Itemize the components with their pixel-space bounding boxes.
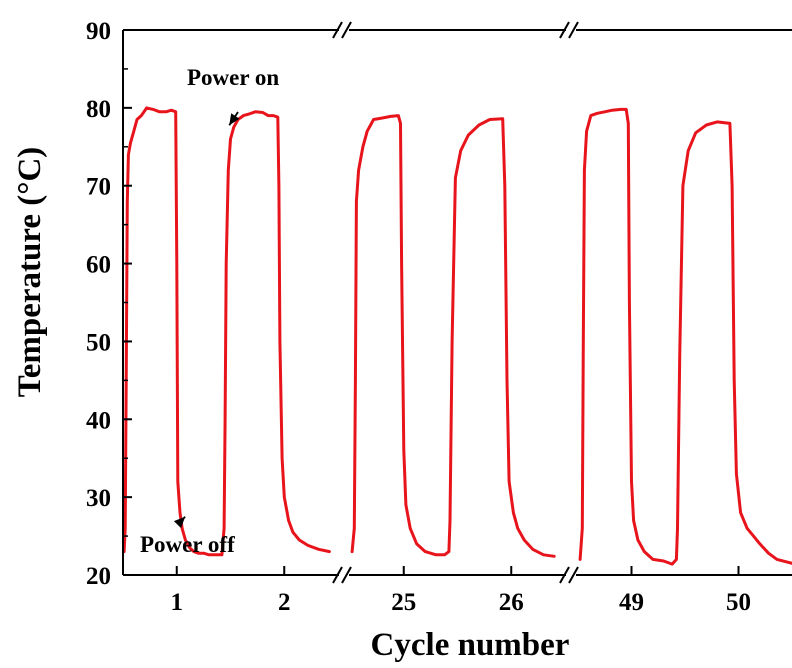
y-tick-label: 50: [86, 329, 111, 356]
axis-break-gap: [566, 27, 576, 33]
axis-break-mark: [568, 566, 579, 584]
x-tick-label: 2: [278, 589, 291, 616]
y-tick-label: 80: [86, 96, 111, 123]
y-tick-label: 90: [86, 18, 111, 45]
data-layer: [122, 106, 792, 566]
tick-label-layer: 20 30 40 50 60 70 80 90 1 2 25 26 49 50: [86, 18, 751, 616]
y-tick-label: 40: [86, 407, 111, 434]
power-on-arrow-head: [229, 113, 240, 126]
series-0-segment-1: [350, 114, 556, 558]
series-0-segment-0: [122, 106, 331, 557]
axis-layer: [122, 21, 792, 584]
y-tick-label: 30: [86, 485, 111, 512]
series-0-segment-2: [578, 107, 792, 566]
axis-break-mark: [332, 566, 343, 584]
axis-break-mark: [559, 21, 570, 39]
axis-break-mark: [341, 21, 352, 39]
y-tick-label: 20: [86, 563, 111, 590]
x-axis-label: Cycle number: [371, 627, 570, 663]
axis-break-mark: [559, 566, 570, 584]
x-tick-label: 25: [391, 589, 416, 616]
axis-break-gap: [339, 572, 349, 578]
axis-break-gap: [566, 572, 576, 578]
y-axis-label: Temperature (°C): [12, 147, 48, 398]
x-tick-label: 49: [619, 589, 644, 616]
annotation-power-off: Power off: [140, 532, 235, 557]
y-tick-label: 70: [86, 174, 111, 201]
annotation-layer: Power on Power off: [140, 65, 279, 557]
axis-break-gap: [339, 27, 349, 33]
x-tick-label: 1: [171, 589, 184, 616]
annotation-power-on: Power on: [187, 65, 279, 90]
axis-break-mark: [332, 21, 343, 39]
y-tick-label: 60: [86, 252, 111, 279]
axis-break-mark: [568, 21, 579, 39]
x-tick-label: 50: [726, 589, 751, 616]
x-tick-label: 26: [499, 589, 524, 616]
power-off-arrow-head: [173, 516, 186, 529]
axis-break-mark: [341, 566, 352, 584]
